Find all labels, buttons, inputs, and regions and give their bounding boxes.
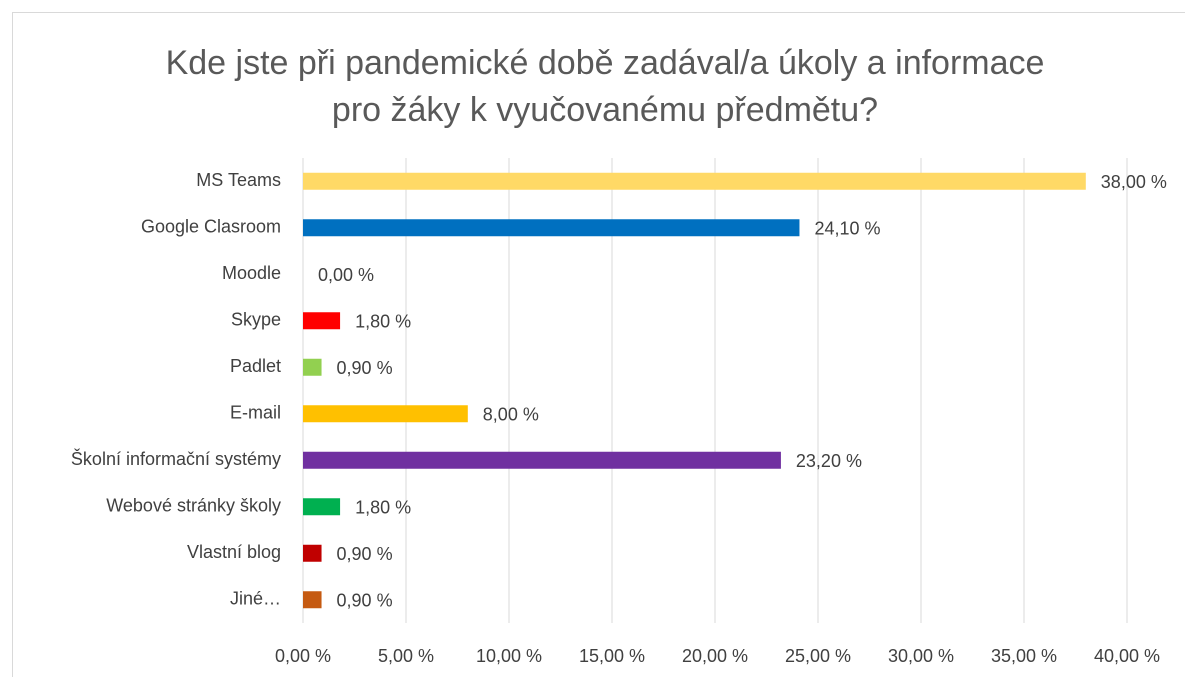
value-label: 8,00 % xyxy=(483,405,539,425)
y-tick-label: Moodle xyxy=(222,263,281,283)
bar xyxy=(303,358,322,376)
x-tick-label: 30,00 % xyxy=(888,646,954,666)
y-tick-label: Skype xyxy=(231,310,281,330)
chart-border xyxy=(12,12,1185,677)
value-label: 0,90 % xyxy=(337,544,393,564)
y-tick-label: E-mail xyxy=(230,403,281,423)
bar xyxy=(303,219,800,237)
bar xyxy=(303,451,781,469)
x-tick-label: 35,00 % xyxy=(991,646,1057,666)
x-tick-label: 10,00 % xyxy=(476,646,542,666)
bar xyxy=(303,172,1086,190)
y-tick-label: Jiné… xyxy=(230,589,281,609)
chart-title: Kde jste při pandemické době zadával/a ú… xyxy=(165,44,1045,129)
value-label: 24,10 % xyxy=(814,219,880,239)
x-tick-label: 40,00 % xyxy=(1094,646,1160,666)
bar xyxy=(303,498,341,516)
bar xyxy=(303,591,322,609)
value-label: 0,00 % xyxy=(318,265,374,285)
y-tick-label: Padlet xyxy=(230,356,281,376)
x-tick-label: 0,00 % xyxy=(275,646,331,666)
x-tick-label: 20,00 % xyxy=(682,646,748,666)
y-tick-label: Školní informační systémy xyxy=(71,448,281,469)
x-tick-label: 5,00 % xyxy=(378,646,434,666)
value-label: 23,20 % xyxy=(796,451,862,471)
value-label: 1,80 % xyxy=(355,498,411,518)
bar xyxy=(303,312,341,330)
bar xyxy=(303,405,468,423)
value-label: 0,90 % xyxy=(337,591,393,611)
value-label: 0,90 % xyxy=(337,358,393,378)
y-tick-label: MS Teams xyxy=(196,170,281,190)
bar xyxy=(303,544,322,562)
y-tick-label: Webové stránky školy xyxy=(106,496,281,516)
value-label: 38,00 % xyxy=(1101,172,1167,192)
y-tick-label: Google Clasroom xyxy=(141,217,281,237)
x-tick-label: 25,00 % xyxy=(785,646,851,666)
y-tick-label: Vlastní blog xyxy=(187,542,281,562)
value-label: 1,80 % xyxy=(355,312,411,332)
x-tick-label: 15,00 % xyxy=(579,646,645,666)
